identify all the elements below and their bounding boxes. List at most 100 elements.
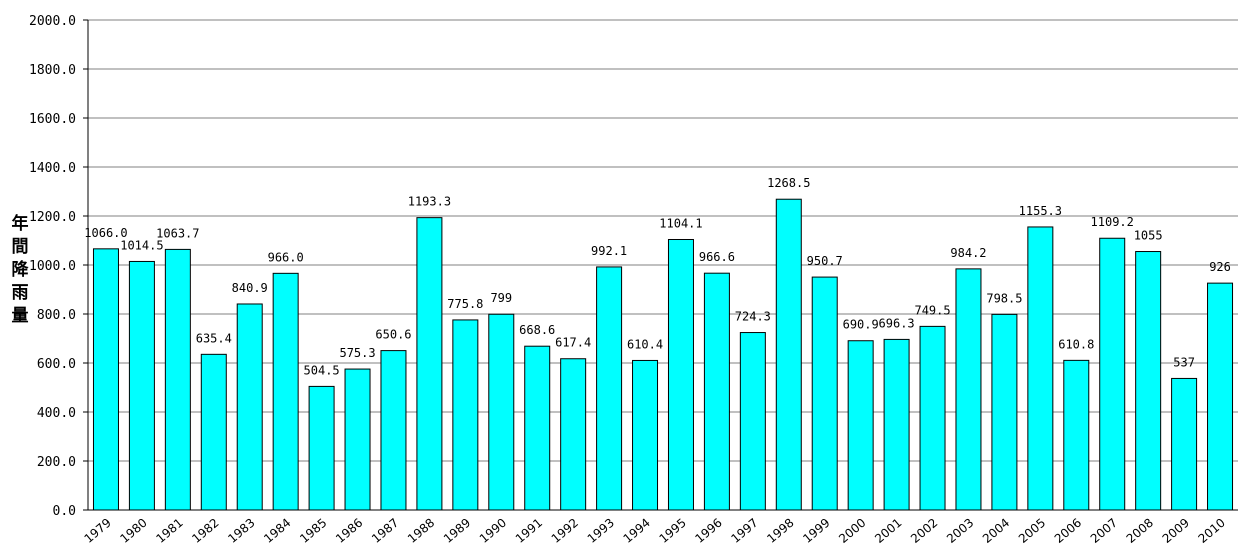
bar-2009: [1171, 377, 1198, 511]
data-label-2004: 798.5: [986, 291, 1022, 305]
x-tick-label-2007: 2007: [1088, 516, 1120, 546]
y-tick-label: 800.0: [37, 308, 76, 323]
y-axis-ticks: 0.0 200.0 400.0 600.0 800.0 1000.0 1200.0 1400.…: [29, 14, 88, 519]
data-label-2008: 1055: [1134, 229, 1163, 243]
x-tick-label-1992: 1992: [549, 516, 581, 546]
x-tick-label-1997: 1997: [728, 516, 760, 546]
data-label-1990: 799: [490, 291, 512, 305]
data-label-2007: 1109.2: [1091, 215, 1134, 229]
bar-1999: [811, 276, 838, 511]
y-tick-label: 0.0: [53, 504, 76, 519]
axes: [87, 20, 1238, 511]
data-label-2010: 926: [1209, 260, 1231, 274]
data-label-1993: 992.1: [591, 244, 627, 258]
y-axis-label-char: 年: [11, 214, 29, 234]
bar-2004: [991, 313, 1018, 511]
x-tick-label-1984: 1984: [261, 516, 293, 546]
y-tick-label: 1400.0: [29, 161, 76, 176]
bar-1998: [775, 198, 802, 511]
x-tick-label-2000: 2000: [836, 516, 868, 546]
x-tick-label-1996: 1996: [692, 516, 724, 546]
y-axis-label-char: 間: [11, 237, 29, 257]
data-label-2003: 984.2: [950, 246, 986, 260]
x-tick-label-2008: 2008: [1124, 516, 1156, 546]
data-label-2001: 696.3: [879, 316, 915, 330]
bar-1996: [703, 272, 730, 511]
bar-2001: [883, 338, 910, 511]
x-tick-label-1979: 1979: [81, 516, 113, 546]
data-label-1995: 1104.1: [659, 216, 702, 230]
bar-2008: [1135, 251, 1162, 511]
x-tick-label-1980: 1980: [117, 516, 149, 546]
x-tick-label-2002: 2002: [908, 516, 940, 546]
bar-1984: [272, 272, 299, 511]
data-label-1998: 1268.5: [767, 176, 810, 190]
x-tick-label-1983: 1983: [225, 516, 257, 546]
x-tick-label-1981: 1981: [153, 516, 185, 546]
x-tick-label-2003: 2003: [944, 516, 976, 546]
bar-1994: [632, 359, 659, 511]
bar-1990: [488, 313, 515, 511]
data-label-1980: 1014.5: [120, 238, 163, 252]
data-label-1996: 966.6: [699, 250, 735, 264]
x-tick-label-2010: 2010: [1196, 516, 1228, 546]
data-label-2000: 690.9: [843, 318, 879, 332]
x-axis-ticks: 1979 1980 1981 1982 1983 1984 1985 1986 1987 1988…: [81, 516, 1227, 546]
data-label-2002: 749.5: [914, 303, 950, 317]
x-tick-label-1998: 1998: [764, 516, 796, 546]
bar-1992: [560, 358, 587, 511]
bar-1993: [596, 266, 623, 511]
bar-1995: [667, 238, 694, 511]
y-tick-label: 2000.0: [29, 14, 76, 29]
bar-1991: [524, 345, 551, 511]
bar-2010: [1207, 282, 1234, 511]
bar-1986: [344, 368, 371, 511]
y-axis-label-char: 雨: [11, 283, 29, 303]
bar-1980: [128, 260, 155, 511]
x-tick-label-1995: 1995: [656, 516, 688, 546]
x-tick-label-1991: 1991: [513, 516, 545, 546]
y-tick-label: 400.0: [37, 406, 76, 421]
y-axis-label: 年間降雨量: [8, 213, 32, 328]
data-label-1987: 650.6: [375, 328, 411, 342]
bar-2006: [1063, 359, 1090, 511]
data-label-1992: 617.4: [555, 336, 591, 350]
bar-1981: [164, 248, 191, 511]
data-label-1981: 1063.7: [156, 226, 199, 240]
data-label-1997: 724.3: [735, 310, 771, 324]
bar-1988: [416, 217, 443, 511]
y-tick-label: 1800.0: [29, 63, 76, 78]
x-tick-label-1987: 1987: [369, 516, 401, 546]
x-tick-label-2001: 2001: [872, 516, 904, 546]
bar-1979: [92, 248, 119, 511]
bar-2003: [955, 268, 982, 511]
data-label-1991: 668.6: [519, 323, 555, 337]
bar-1997: [739, 332, 766, 511]
data-label-1983: 840.9: [232, 281, 268, 295]
x-tick-label-1994: 1994: [621, 516, 653, 546]
y-tick-label: 1600.0: [29, 112, 76, 127]
data-label-2009: 537: [1173, 355, 1195, 369]
data-label-1982: 635.4: [196, 331, 232, 345]
y-axis-label-char: 量: [11, 306, 29, 326]
y-tick-label: 600.0: [37, 357, 76, 372]
y-tick-label: 1200.0: [29, 210, 76, 225]
bars: [92, 198, 1234, 511]
data-label-2006: 610.8: [1058, 337, 1094, 351]
x-tick-label-1990: 1990: [477, 516, 509, 546]
x-tick-label-1982: 1982: [189, 516, 221, 546]
x-tick-label-1993: 1993: [585, 516, 617, 546]
data-label-1988: 1193.3: [408, 195, 451, 209]
bar-2002: [919, 325, 946, 511]
data-label-2005: 1155.3: [1019, 204, 1062, 218]
data-label-1994: 610.4: [627, 337, 663, 351]
bar-1982: [200, 353, 227, 511]
x-tick-label-2004: 2004: [980, 516, 1012, 546]
data-label-1979: 1066.0: [84, 226, 127, 240]
y-tick-label: 200.0: [37, 455, 76, 470]
x-tick-label-2006: 2006: [1052, 516, 1084, 546]
bar-2000: [847, 340, 874, 511]
x-tick-label-1999: 1999: [800, 516, 832, 546]
